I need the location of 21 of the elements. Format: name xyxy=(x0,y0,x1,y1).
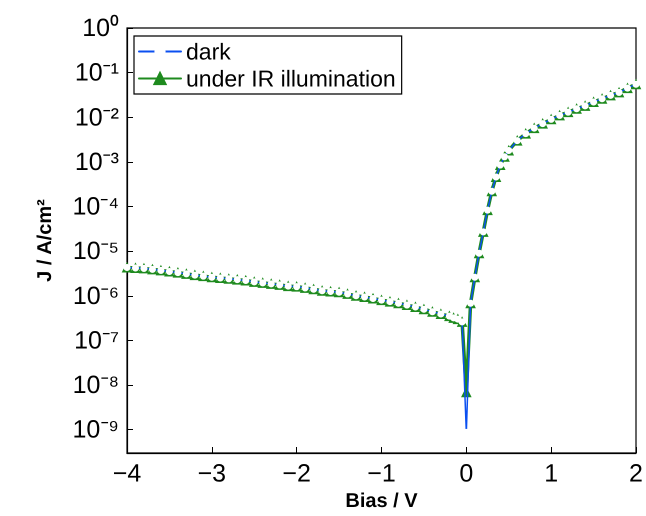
legend-label: under IR illumination xyxy=(186,66,396,92)
x-tick-label: 1 xyxy=(544,460,558,488)
x-tick-label: 2 xyxy=(629,460,643,488)
x-tick-label: −3 xyxy=(198,460,226,488)
x-axis-title: Bias / V xyxy=(345,490,418,512)
y-tick-label: 10⁻⁹ xyxy=(72,416,119,444)
y-tick-label: 10⁻³ xyxy=(74,148,119,176)
y-tick-label: 10⁻⁸ xyxy=(72,371,119,400)
y-axis-title: J / A/cm² xyxy=(34,198,56,282)
x-tick-label: −2 xyxy=(282,460,311,488)
y-tick-label: 10⁻⁶ xyxy=(72,282,119,310)
y-tick-label: 10⁻⁵ xyxy=(72,237,119,266)
y-tick-label: 10⁻² xyxy=(74,103,119,132)
x-tick-label: −1 xyxy=(367,460,396,488)
x-tick-label: −4 xyxy=(112,460,142,488)
y-tick-label: 10⁻⁷ xyxy=(74,326,119,354)
y-tick-label: 10⁰ xyxy=(82,14,119,42)
y-tick-label: 10⁻⁴ xyxy=(72,192,119,221)
legend-label: dark xyxy=(186,38,232,64)
y-tick-label: 10⁻¹ xyxy=(74,58,119,87)
x-tick-label: 0 xyxy=(459,460,474,488)
